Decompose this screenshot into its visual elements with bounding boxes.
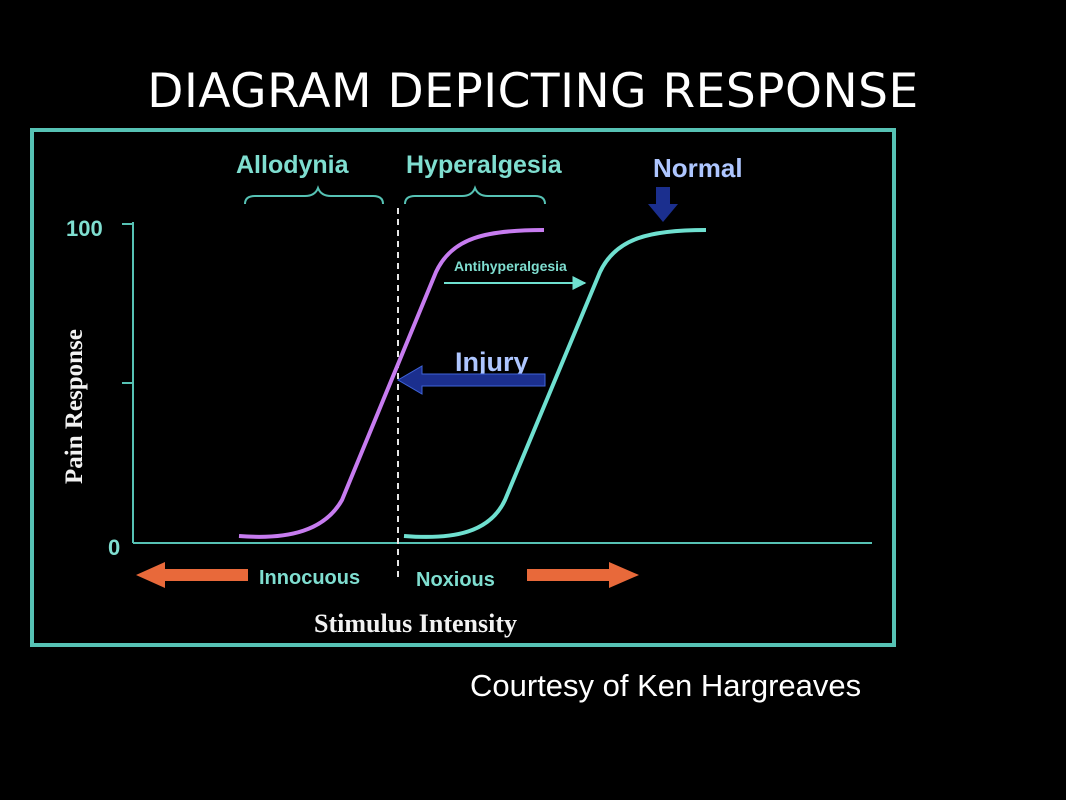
injury-label: Injury	[455, 347, 529, 377]
y-tick-top-label: 100	[66, 216, 103, 241]
innocuous-arrow	[136, 562, 248, 588]
hyperalgesia-label: Hyperalgesia	[406, 151, 563, 179]
x-axis-label: Stimulus Intensity	[314, 609, 517, 638]
innocuous-label: Innocuous	[259, 567, 360, 589]
injured-response-curve	[238, 228, 545, 539]
antihyperalgesia-label: Antihyperalgesia	[454, 258, 567, 274]
normal-label: Normal	[653, 153, 743, 183]
injury-left-arrow	[397, 365, 546, 395]
normal-down-arrow	[648, 187, 678, 222]
allodynia-brace	[244, 185, 384, 205]
normal-response-curve	[403, 228, 707, 539]
noxious-arrow	[527, 562, 639, 588]
slide-title: DIAGRAM DEPICTING RESPONSE	[147, 64, 919, 119]
noxious-label: Noxious	[416, 569, 495, 591]
hyperalgesia-brace	[404, 185, 546, 205]
y-axis-label: Pain Response	[61, 329, 88, 484]
image-credit: Courtesy of Ken Hargreaves	[470, 668, 862, 703]
diagram-frame	[30, 128, 896, 647]
y-tick-bottom-label: 0	[108, 535, 120, 560]
allodynia-label: Allodynia	[236, 151, 350, 179]
